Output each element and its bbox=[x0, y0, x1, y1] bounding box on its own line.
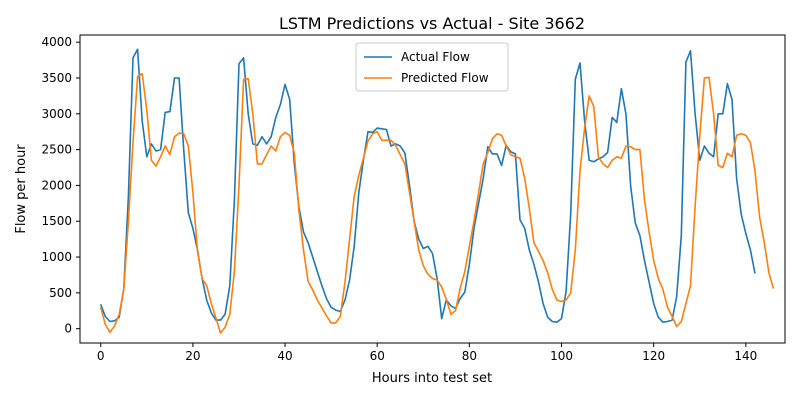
x-tick-label: 80 bbox=[462, 349, 477, 363]
y-tick-label: 2000 bbox=[41, 178, 72, 192]
x-tick-label: 0 bbox=[97, 349, 105, 363]
series-line-actual-flow bbox=[99, 48, 756, 324]
y-tick-label: 3000 bbox=[41, 107, 72, 121]
x-tick-label: 100 bbox=[550, 349, 573, 363]
y-axis: 0 500 1000 1500 2000 2500 3000 3500 4000 bbox=[41, 35, 80, 336]
legend-label: Actual Flow bbox=[401, 50, 470, 64]
y-tick-label: 500 bbox=[49, 286, 72, 300]
legend-box bbox=[355, 42, 509, 92]
chart-title: LSTM Predictions vs Actual - Site 3662 bbox=[279, 14, 585, 33]
x-tick-label: 20 bbox=[185, 349, 200, 363]
x-tick-label: 120 bbox=[642, 349, 665, 363]
x-tick-label: 140 bbox=[734, 349, 757, 363]
x-tick-label: 60 bbox=[370, 349, 385, 363]
y-axis-label: Flow per hour bbox=[14, 144, 29, 234]
series-line-predicted-flow bbox=[99, 72, 775, 334]
y-tick-label: 1000 bbox=[41, 250, 72, 264]
y-tick-label: 4000 bbox=[41, 35, 72, 49]
x-axis: 0 20 40 60 80 100 120 140 bbox=[97, 343, 757, 363]
y-tick-label: 2500 bbox=[41, 143, 72, 157]
plot-frame bbox=[79, 34, 786, 344]
plot-area bbox=[99, 48, 775, 334]
legend-label: Predicted Flow bbox=[401, 71, 489, 85]
y-tick-label: 1500 bbox=[41, 214, 72, 228]
x-axis-label: Hours into test set bbox=[372, 371, 492, 386]
y-tick-label: 3500 bbox=[41, 71, 72, 85]
legend: Actual Flow Predicted Flow bbox=[355, 42, 509, 92]
y-tick-label: 0 bbox=[64, 322, 72, 336]
x-tick-label: 40 bbox=[277, 349, 292, 363]
